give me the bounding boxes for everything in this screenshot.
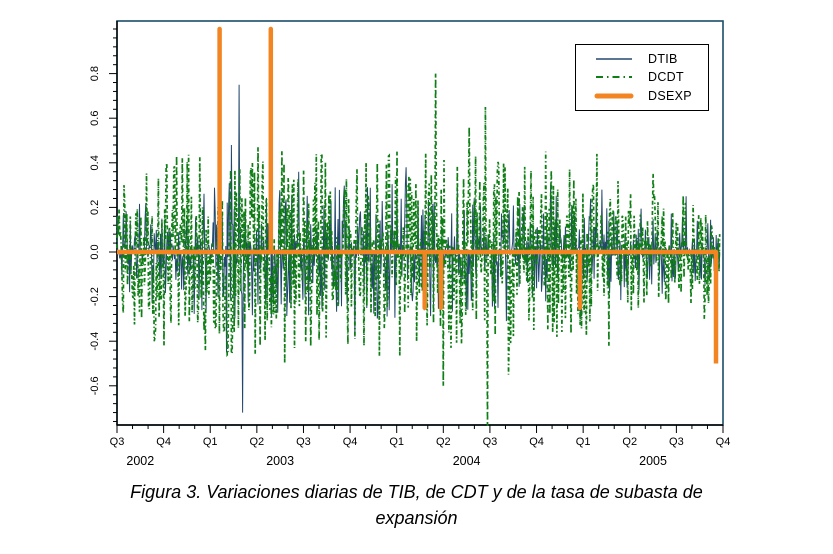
y-tick-label: 0.2 bbox=[89, 200, 101, 215]
x-year-label: 2005 bbox=[639, 454, 667, 468]
x-quarter-label: Q1 bbox=[389, 436, 404, 448]
legend-item-dcdt: DCDT bbox=[594, 69, 702, 85]
x-quarter-label: Q4 bbox=[529, 436, 544, 448]
figure-caption-line2: expansión bbox=[375, 508, 458, 528]
y-tick-label: 0.4 bbox=[89, 155, 101, 170]
dtib-line-sample-icon bbox=[596, 58, 632, 60]
y-tick-label: -0.2 bbox=[89, 287, 101, 306]
y-tick-label: 0.6 bbox=[89, 111, 101, 126]
x-quarter-label: Q1 bbox=[576, 436, 591, 448]
legend-item-dsexp: DSEXP bbox=[594, 88, 702, 104]
series-dsexp bbox=[117, 26, 719, 364]
figure-caption-line1: Figura 3. Variaciones diarias de TIB, de… bbox=[130, 482, 703, 502]
y-tick-label: -0.6 bbox=[89, 376, 101, 395]
chart-canvas: -0.6 -0.4 -0.2 0.0 0.2 0.4 0.6 0.8 Q3 Q4 Q1 Q2 Q3 Q4 Q… bbox=[89, 20, 731, 468]
y-tick-label: -0.4 bbox=[89, 332, 101, 351]
legend: DTIB DCDT DSEXP bbox=[575, 44, 709, 111]
legend-label-dsexp: DSEXP bbox=[648, 88, 692, 103]
y-tick-label: 0.8 bbox=[89, 66, 101, 81]
x-quarter-label: Q4 bbox=[343, 436, 358, 448]
dsexp-line-sample-icon bbox=[594, 93, 634, 99]
legend-label-dtib: DTIB bbox=[648, 52, 678, 67]
x-year-label: 2004 bbox=[453, 454, 481, 468]
y-tick-label: 0.0 bbox=[89, 244, 101, 259]
x-year-label: 2002 bbox=[126, 454, 154, 468]
x-quarter-label: Q3 bbox=[483, 436, 498, 448]
x-quarter-label: Q4 bbox=[716, 436, 731, 448]
series-dcdt bbox=[116, 73, 721, 426]
x-quarter-label: Q3 bbox=[669, 436, 684, 448]
x-year-label: 2003 bbox=[266, 454, 294, 468]
x-quarter-label: Q2 bbox=[436, 436, 451, 448]
legend-label-dcdt: DCDT bbox=[648, 70, 684, 85]
legend-item-dtib: DTIB bbox=[594, 51, 702, 67]
dcdt-line-sample-icon bbox=[596, 76, 632, 79]
x-quarter-label: Q3 bbox=[296, 436, 311, 448]
x-quarter-label: Q2 bbox=[622, 436, 637, 448]
x-quarter-label: Q3 bbox=[110, 436, 125, 448]
x-quarter-label: Q1 bbox=[203, 436, 218, 448]
x-quarter-label: Q2 bbox=[250, 436, 265, 448]
figure-caption: Figura 3. Variaciones diarias de TIB, de… bbox=[0, 479, 833, 531]
x-quarter-label: Q4 bbox=[156, 436, 171, 448]
